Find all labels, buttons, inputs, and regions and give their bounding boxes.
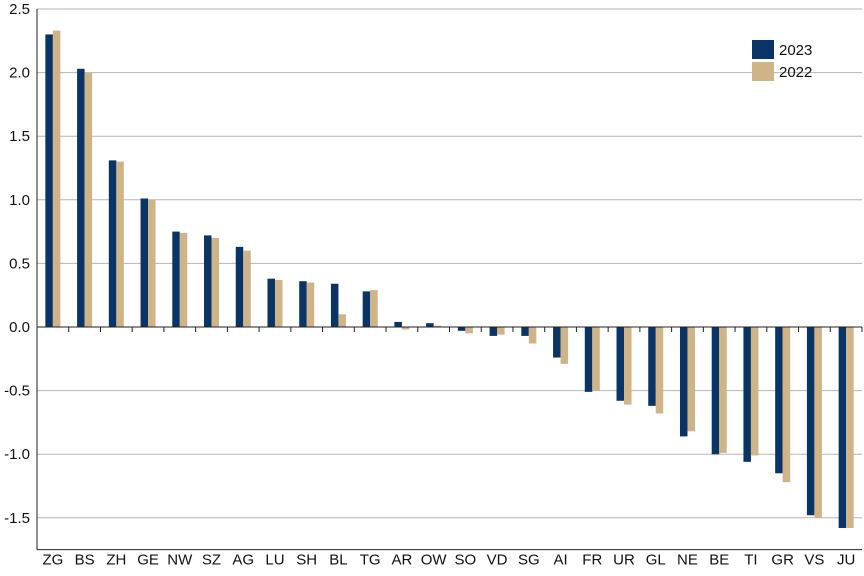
bar-2023-BS	[77, 68, 85, 327]
x-tick-label: VS	[804, 552, 824, 569]
bar-2022-TI	[750, 327, 759, 456]
bar-2022-UR	[624, 327, 632, 405]
bar-2022-AI	[560, 327, 569, 364]
bar-2022-JU	[846, 327, 854, 528]
legend-swatch-2022	[752, 62, 774, 81]
bar-2022-ZH	[116, 161, 124, 327]
x-tick-label: SO	[455, 552, 477, 569]
bar-2022-SO	[465, 327, 473, 334]
bar-2023-UR	[616, 327, 625, 401]
y-tick-label: 1.5	[9, 128, 30, 145]
bar-2022-BS	[84, 72, 93, 327]
bar-2023-LU	[267, 278, 275, 327]
x-tick-label: SH	[296, 552, 317, 569]
bar-2022-SG	[528, 327, 537, 344]
y-tick-label: -0.5	[4, 383, 30, 400]
bar-2022-ZG	[52, 30, 61, 328]
bar-2023-TG	[362, 291, 371, 327]
legend-swatch-2023	[752, 40, 774, 59]
bar-2022-BE	[719, 327, 727, 453]
legend: 2023 2022	[752, 40, 812, 81]
bar-2022-FR	[592, 327, 600, 391]
bar-2023-SO	[457, 327, 466, 331]
bar-2022-LU	[274, 279, 283, 327]
bar-2023-VS	[806, 327, 815, 516]
bars	[45, 30, 854, 528]
x-tick-label: SZ	[202, 552, 221, 569]
bar-2023-GL	[648, 327, 656, 406]
x-tick-label: ZH	[106, 552, 126, 569]
bar-2023-SG	[521, 327, 529, 336]
y-tick-label: -1.5	[4, 510, 30, 527]
x-tick-label: JU	[837, 552, 855, 569]
y-tick-label: 0.5	[9, 255, 30, 272]
x-tick-label: FR	[582, 552, 602, 569]
legend-label-2023: 2023	[779, 42, 812, 59]
x-tick-label: UR	[613, 552, 635, 569]
bar-2023-SZ	[204, 235, 212, 327]
gridlines	[37, 8, 862, 519]
bar-2023-GR	[775, 327, 783, 474]
bar-2023-ZG	[45, 34, 53, 327]
bar-2023-ZH	[108, 160, 117, 327]
x-tick-label: ZG	[42, 552, 63, 569]
bar-2023-AI	[553, 327, 561, 358]
bar-2023-FR	[584, 327, 593, 392]
bar-2023-BL	[330, 283, 339, 327]
x-tick-label: LU	[265, 552, 284, 569]
y-tick-label: 0.0	[9, 319, 30, 336]
bar-2022-SZ	[211, 237, 220, 327]
x-tick-label: AR	[391, 552, 412, 569]
x-tick-label: AG	[232, 552, 254, 569]
y-axis-ticks: 2.5 2.0 1.5 1.0 0.5 0.0 -0.5 -1.0 -1.5	[4, 1, 30, 527]
x-tick-label: GE	[137, 552, 159, 569]
bar-2023-AR	[394, 321, 402, 327]
bar-2022-GL	[655, 327, 664, 414]
bar-2023-BE	[711, 327, 720, 455]
x-tick-label: GL	[646, 552, 666, 569]
bar-2022-SH	[306, 282, 315, 327]
x-tick-label: BL	[329, 552, 347, 569]
x-tick-label: NW	[167, 552, 193, 569]
x-axis-labels: ZG BS ZH GE NW SZ AG LU SH BL TG AR OW SO VD SG AI FR UR GL…	[42, 552, 855, 569]
bar-2022-NW	[179, 232, 188, 327]
x-tick-label: BS	[75, 552, 95, 569]
bar-2022-GE	[148, 199, 156, 327]
x-tick-label: TI	[744, 552, 757, 569]
y-tick-label: 1.0	[9, 192, 30, 209]
y-tick-label: -1.0	[4, 446, 30, 463]
bar-2023-NW	[172, 231, 180, 327]
bar-2023-SH	[299, 281, 307, 327]
x-tick-label: GR	[771, 552, 794, 569]
bar-2022-AG	[243, 250, 251, 327]
bar-2023-GE	[140, 198, 149, 327]
x-tick-label: OW	[421, 552, 448, 569]
y-tick-label: 2.0	[9, 65, 30, 82]
bar-2022-BL	[338, 314, 346, 327]
bar-2023-AG	[235, 246, 244, 327]
legend-label-2022: 2022	[779, 64, 812, 81]
x-tick-label: NE	[677, 552, 698, 569]
bar-2022-TG	[370, 290, 378, 327]
bar-2023-JU	[838, 327, 847, 528]
bar-2022-AR	[401, 327, 410, 330]
bar-2022-OW	[433, 325, 442, 327]
bar-2023-TI	[743, 327, 751, 462]
bar-2022-VD	[497, 327, 505, 335]
y-tick-label: 2.5	[9, 1, 30, 18]
x-tick-label: AI	[553, 552, 567, 569]
axes	[36, 9, 863, 551]
x-tick-label: BE	[709, 552, 729, 569]
bar-2022-VS	[814, 327, 822, 518]
bar-2022-NE	[687, 327, 695, 432]
bar-2023-NE	[679, 327, 688, 437]
x-tick-label: TG	[360, 552, 381, 569]
bar-2022-GR	[782, 327, 791, 483]
x-tick-label: SG	[518, 552, 540, 569]
x-tick-label: VD	[487, 552, 508, 569]
bar-2023-VD	[489, 327, 498, 336]
bar-2023-OW	[426, 323, 434, 327]
